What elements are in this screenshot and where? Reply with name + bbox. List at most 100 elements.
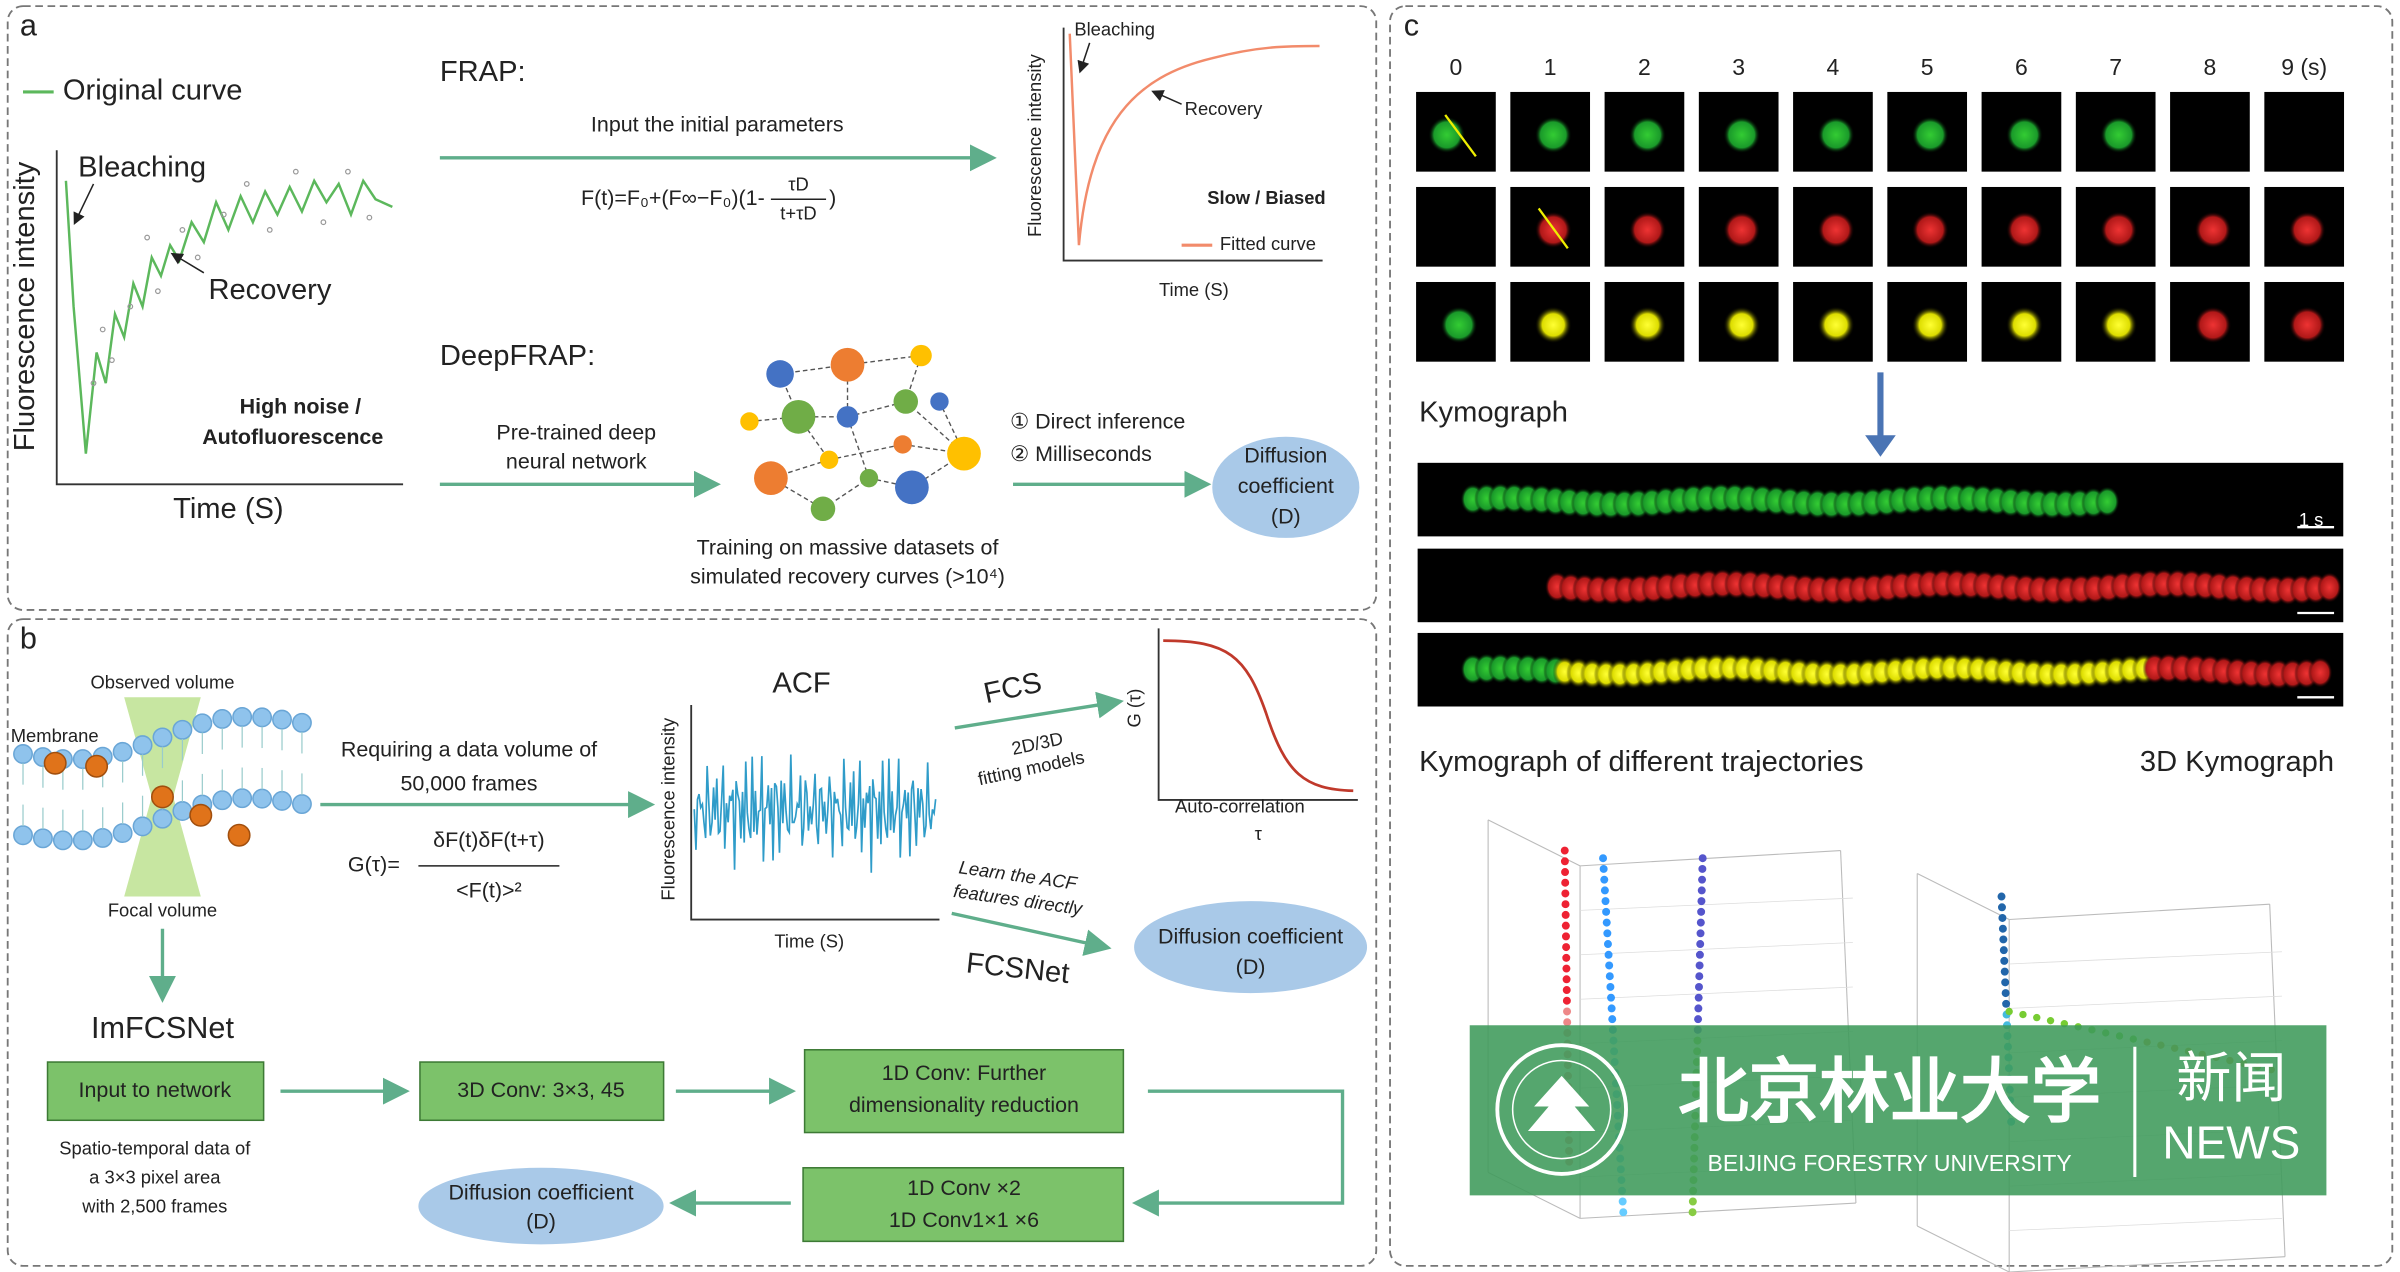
arrow — [954, 691, 1124, 730]
particle — [1817, 116, 1855, 154]
fluorophore — [43, 751, 67, 775]
training-text: Training on massive datasets of — [697, 535, 999, 559]
time-label: 5 — [1921, 54, 1934, 80]
noise-text: Autofluorescence — [202, 425, 383, 449]
input-note: Spatio-temporal data of — [59, 1137, 251, 1158]
panel-a: a Original curve Fluorescence intensity … — [9, 9, 1360, 588]
logo — [1495, 1043, 1628, 1176]
input-box — [46, 1061, 265, 1122]
image-cell — [2264, 91, 2345, 172]
time-label: 8 — [2204, 54, 2217, 80]
trajectory-point — [1694, 1015, 1703, 1024]
trajectory-point — [1561, 932, 1570, 941]
lipid — [212, 708, 233, 729]
time-label: 1 — [1544, 54, 1557, 80]
trajectory-point — [1605, 972, 1614, 981]
axes — [55, 150, 404, 486]
plot-frame — [2009, 903, 2270, 921]
trajectory-point — [1560, 846, 1569, 855]
trajectory-point — [2000, 967, 2009, 976]
particle — [2100, 211, 2138, 249]
watermark: 北京林业大学 BEIJING FORESTRY UNIVERSITY 新闻 NE… — [1469, 1025, 2327, 1196]
trajectory-point — [1698, 854, 1707, 863]
plot-frame — [1580, 1202, 1856, 1219]
plot-grid — [1580, 942, 1853, 956]
trajectory-point — [1561, 878, 1570, 887]
output-ellipse — [418, 1167, 664, 1245]
trajectory-point — [1695, 961, 1704, 970]
arrow — [951, 911, 1112, 956]
x-axis-title: Time (S) — [1159, 279, 1229, 300]
bleaching-label: Bleaching — [78, 151, 206, 183]
trajectory-point — [1563, 1007, 1572, 1016]
trajectory-point — [2002, 999, 2011, 1008]
panel-label: a — [20, 9, 38, 43]
particle — [1534, 116, 1572, 154]
tau-label: τ — [1255, 823, 1263, 844]
output-text: Diffusion — [1244, 443, 1327, 467]
frap-axes — [1062, 27, 1323, 262]
watermark-band — [1469, 1025, 2327, 1196]
pointer — [1151, 90, 1182, 105]
trajectory-point — [1688, 1197, 1697, 1206]
particle — [1723, 211, 1761, 249]
kymographs — [1417, 462, 2344, 707]
lipid — [172, 719, 193, 740]
formula: ) — [829, 186, 836, 210]
frap-title: FRAP: — [440, 56, 526, 88]
logo-tree — [1527, 1075, 1596, 1132]
output-text: Diffusion coefficient — [448, 1181, 633, 1205]
lipid — [92, 827, 113, 848]
membrane-illustration — [13, 697, 312, 897]
trajectory-point — [1600, 875, 1609, 884]
particle — [2288, 211, 2326, 249]
trajectory-point — [1618, 1197, 1627, 1206]
box-text: 3D Conv: 3×3, 45 — [457, 1078, 625, 1102]
panel-label: b — [20, 622, 37, 656]
plot-frame — [2009, 1256, 2286, 1272]
trajectory-line — [1444, 114, 1477, 158]
g-formula: δF(t)δF(t+τ) — [433, 828, 545, 852]
particle — [1911, 306, 1949, 344]
autocorr-label: Auto-correlation — [1175, 796, 1305, 817]
time-label: 0 — [1450, 54, 1463, 80]
deepfrap-title: DeepFRAP: — [440, 340, 595, 372]
particle — [1817, 306, 1855, 344]
logo — [1511, 1059, 1612, 1160]
trajectory-point — [1696, 929, 1705, 938]
output-ellipse — [1212, 436, 1360, 538]
frap-verdict: Slow / Biased — [1207, 187, 1325, 208]
trajectories-title: Kymograph of different trajectories — [1419, 746, 1863, 778]
pointer — [73, 183, 95, 225]
particle — [2006, 306, 2043, 344]
imfcsnet-title: ImFCSNet — [91, 1011, 234, 1045]
lipid — [212, 790, 233, 811]
panel-c-frame — [1389, 5, 2394, 1267]
pointer — [170, 252, 205, 274]
noise-text: High noise / — [240, 394, 362, 418]
arrow — [1131, 1089, 1345, 1217]
trajectory-point — [1999, 946, 2008, 955]
watermark-university: BEIJING FORESTRY UNIVERSITY — [1708, 1150, 2072, 1176]
noisy-curve — [64, 178, 393, 454]
plot-grid — [2009, 995, 2282, 1009]
trajectory-point — [1998, 914, 2007, 922]
panel-a-frame — [6, 5, 1378, 611]
particle — [2100, 116, 2138, 154]
trajectory-point — [1688, 1208, 1697, 1217]
trajectory-point — [1998, 924, 2007, 933]
trajectory-point — [1561, 900, 1570, 909]
panel-label: c — [1404, 9, 1419, 43]
trajectory-point — [1561, 921, 1570, 930]
kymograph-blob — [2094, 486, 2120, 517]
trajectory-point — [1603, 940, 1612, 949]
trajectory-point — [2001, 978, 2010, 987]
formula: t+τD — [780, 202, 816, 223]
image-cell — [2170, 91, 2250, 172]
particle — [2194, 211, 2232, 249]
membrane-label: Membrane — [11, 725, 99, 746]
lipid — [291, 794, 312, 814]
step-text: ① Direct inference — [1010, 410, 1185, 434]
